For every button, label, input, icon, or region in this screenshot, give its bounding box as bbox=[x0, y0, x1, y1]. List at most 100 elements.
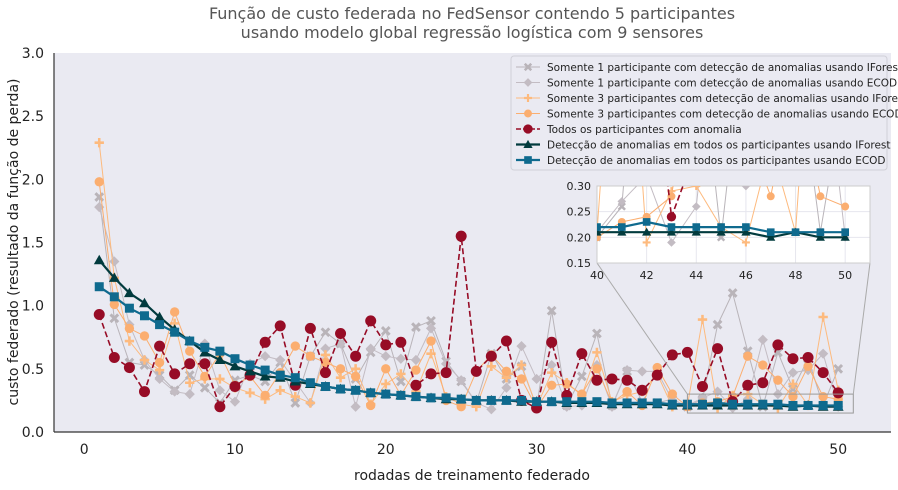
data-point bbox=[667, 389, 677, 399]
data-point bbox=[757, 334, 768, 345]
data-point bbox=[758, 360, 768, 370]
inset-x-tick-label: 44 bbox=[689, 269, 703, 282]
data-point bbox=[592, 328, 602, 339]
data-point bbox=[636, 384, 648, 396]
data-point bbox=[275, 385, 285, 395]
legend-label: Todos os participantes com anomalia bbox=[546, 124, 742, 136]
data-point bbox=[139, 355, 150, 365]
legend-item: Somente 1 participante com detecção de a… bbox=[516, 78, 897, 90]
data-point bbox=[109, 299, 119, 310]
inset-data-point bbox=[667, 223, 676, 231]
data-point bbox=[531, 373, 542, 385]
inset-data-point bbox=[816, 17, 825, 26]
inset-data-point bbox=[666, 212, 677, 222]
legend-box bbox=[510, 55, 888, 171]
inset-data-point bbox=[742, 223, 750, 231]
inset-data-point bbox=[741, 238, 750, 247]
data-point bbox=[562, 379, 572, 389]
inset-data-point bbox=[617, 197, 627, 206]
data-point bbox=[757, 377, 769, 389]
data-point bbox=[546, 305, 557, 316]
data-point bbox=[516, 360, 527, 370]
data-point bbox=[712, 319, 723, 330]
main-series-layer bbox=[93, 138, 844, 415]
legend: Somente 1 participante com detecção de a… bbox=[516, 62, 898, 167]
data-point bbox=[305, 351, 316, 361]
data-point bbox=[411, 322, 421, 333]
data-point bbox=[681, 346, 693, 358]
data-point bbox=[411, 365, 421, 375]
data-point bbox=[185, 346, 195, 356]
data-point bbox=[396, 390, 406, 400]
data-point bbox=[787, 353, 799, 365]
inset-data-point bbox=[692, 186, 701, 190]
data-point bbox=[365, 315, 377, 327]
series-deteccao-de-anomalias-em-todos-os-participantes-usando-ecod bbox=[94, 282, 843, 410]
data-point bbox=[275, 354, 286, 366]
data-point bbox=[109, 292, 119, 302]
data-point bbox=[516, 374, 527, 384]
data-point bbox=[547, 397, 557, 407]
data-point bbox=[215, 374, 225, 384]
data-point bbox=[455, 230, 467, 242]
legend-swatch-marker bbox=[523, 139, 533, 148]
data-point bbox=[622, 386, 632, 397]
data-point bbox=[773, 399, 783, 409]
legend-swatch-marker bbox=[523, 62, 533, 72]
data-point bbox=[154, 357, 165, 368]
data-point bbox=[727, 288, 738, 298]
data-point bbox=[833, 400, 843, 410]
data-point bbox=[290, 391, 300, 402]
data-point bbox=[290, 398, 301, 408]
data-point bbox=[305, 378, 315, 388]
data-point bbox=[803, 400, 813, 410]
data-point bbox=[108, 351, 120, 363]
data-point bbox=[214, 385, 225, 396]
y-tick-label: 1.5 bbox=[22, 236, 44, 252]
data-point bbox=[547, 367, 557, 378]
zoom-region bbox=[686, 393, 854, 414]
data-point bbox=[606, 373, 618, 385]
data-point bbox=[335, 373, 346, 383]
legend-item: Somente 1 participante com detecção de a… bbox=[516, 62, 898, 74]
data-point bbox=[546, 359, 557, 371]
data-point bbox=[320, 327, 331, 338]
data-point bbox=[486, 361, 497, 371]
data-point bbox=[802, 351, 814, 363]
data-point bbox=[199, 382, 210, 393]
x-tick-label: 10 bbox=[226, 442, 244, 458]
data-point bbox=[712, 343, 724, 355]
inset-data-point bbox=[791, 32, 800, 41]
data-point bbox=[577, 397, 587, 407]
data-point bbox=[591, 374, 603, 386]
data-point bbox=[259, 336, 271, 348]
data-point bbox=[592, 364, 602, 374]
data-point bbox=[139, 297, 150, 308]
data-point bbox=[184, 389, 195, 400]
inset-series-line bbox=[597, 186, 829, 239]
data-point bbox=[185, 378, 195, 388]
data-point bbox=[426, 315, 436, 326]
x-tick-label: 50 bbox=[829, 442, 847, 458]
data-point bbox=[576, 371, 587, 382]
data-point bbox=[184, 358, 196, 370]
data-point bbox=[787, 367, 799, 378]
inset-data-point bbox=[766, 228, 775, 237]
legend-item: Somente 3 participantes com detecção de … bbox=[516, 109, 898, 121]
data-point bbox=[200, 371, 210, 382]
data-point bbox=[651, 369, 663, 381]
data-point bbox=[124, 336, 135, 346]
data-point bbox=[577, 389, 587, 399]
inset-data-point bbox=[743, 13, 750, 20]
data-point bbox=[138, 386, 150, 398]
data-point bbox=[425, 323, 437, 334]
data-point bbox=[637, 366, 648, 377]
legend-label: Somente 3 participantes com detecção de … bbox=[547, 109, 898, 121]
legend-label: Detecção de anomalias em todos os partic… bbox=[547, 140, 891, 152]
data-point bbox=[621, 364, 633, 376]
data-point bbox=[199, 358, 211, 370]
inset-data-point bbox=[597, 223, 601, 231]
data-point bbox=[637, 398, 647, 408]
inset-data-point bbox=[691, 227, 701, 236]
inset-series-deteccao-de-anomalias-em-todos-os-participantes-usando-ecod bbox=[597, 218, 850, 237]
